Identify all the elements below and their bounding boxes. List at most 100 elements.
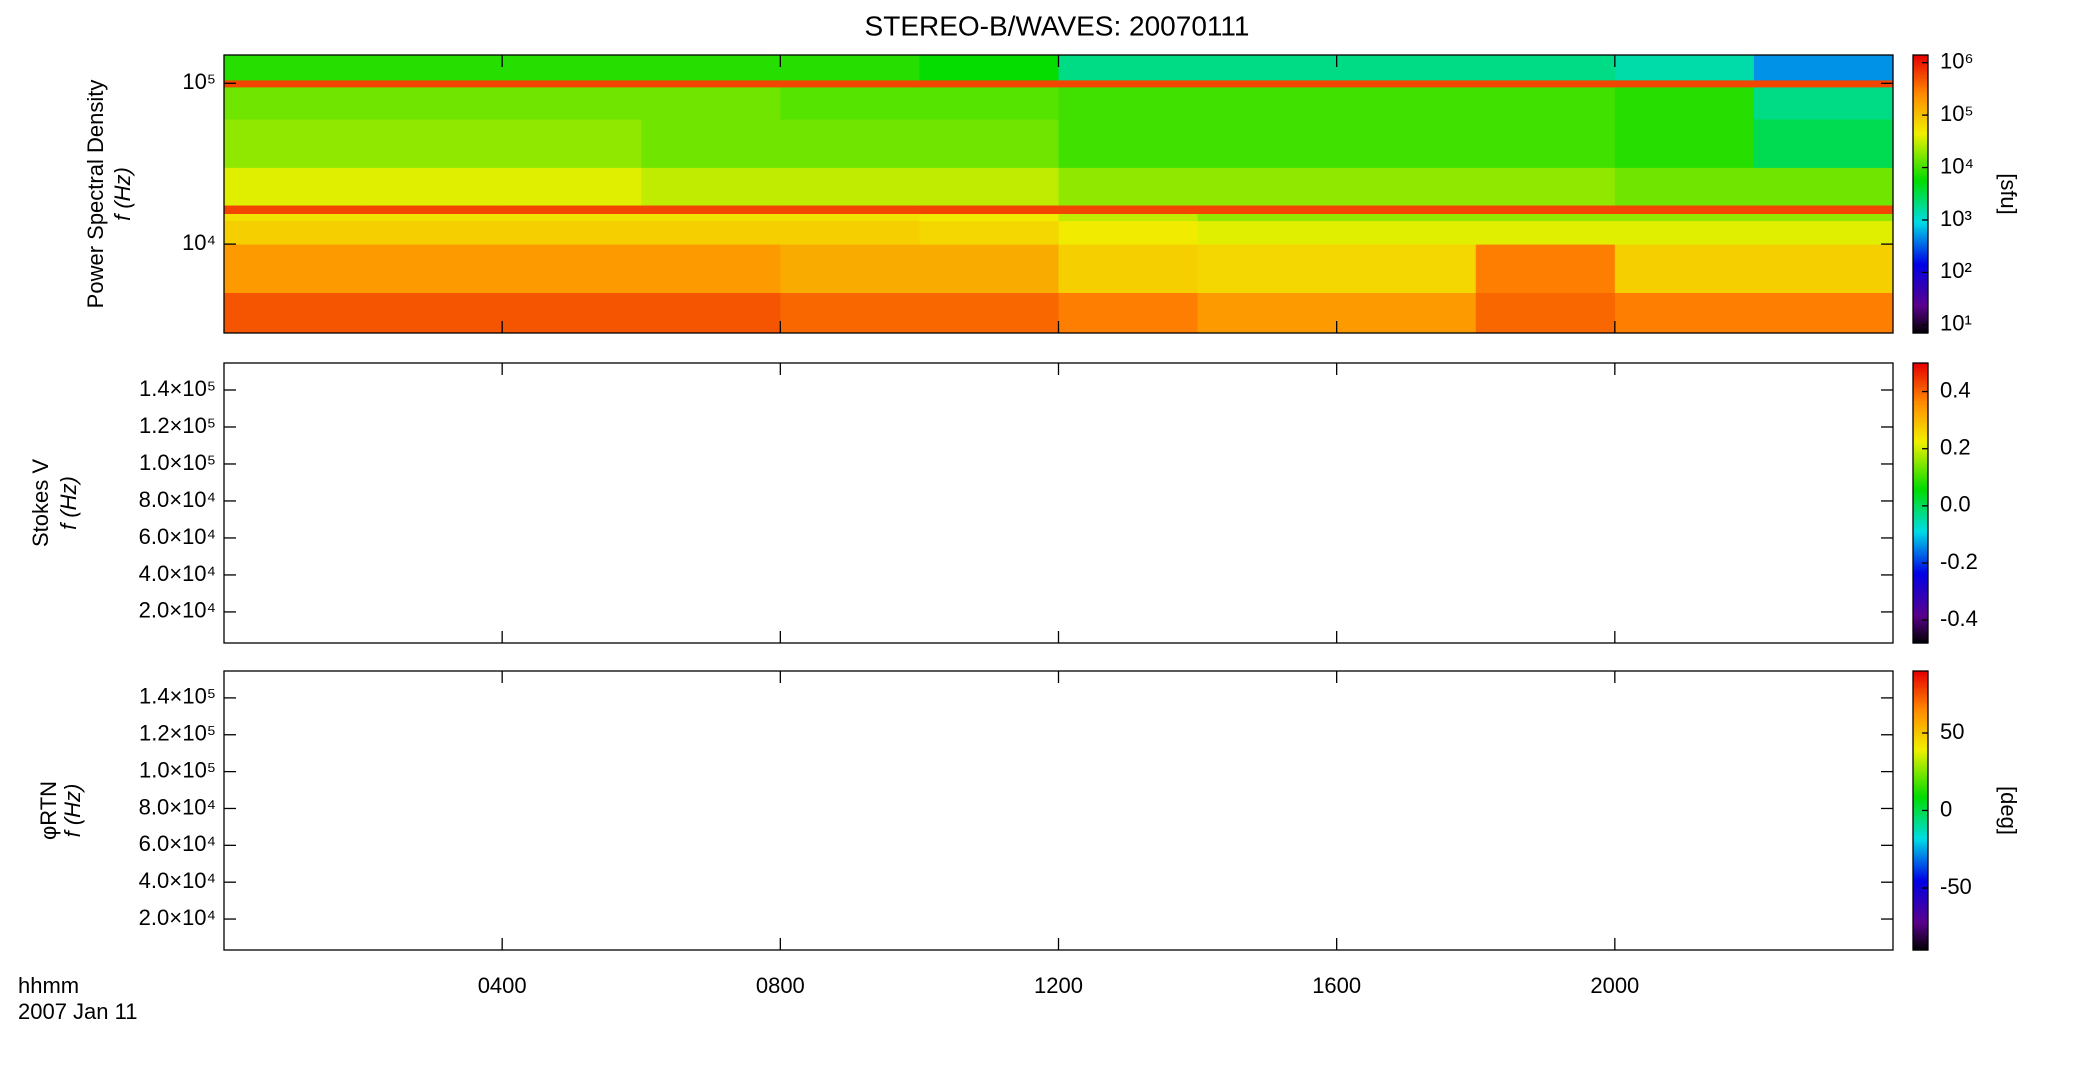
colorbar-segment — [1913, 75, 1928, 79]
colorbar-frame — [1912, 54, 1929, 334]
colorbar-segment — [1913, 943, 1928, 946]
heatmap-cell — [224, 213, 364, 222]
plot-frame — [223, 670, 1894, 951]
y-tick-label: 10⁴ — [182, 230, 216, 255]
colorbar-segment — [1913, 573, 1928, 576]
heatmap-cell — [641, 292, 781, 334]
colorbar-segment — [1913, 724, 1928, 728]
colorbar-segment — [1913, 542, 1928, 546]
colorbar-segment — [1913, 78, 1928, 82]
colorbar-segment — [1913, 498, 1928, 502]
colorbar-segment — [1913, 726, 1928, 730]
colorbar-segment — [1913, 365, 1928, 369]
colorbar-segment — [1913, 540, 1928, 544]
colorbar-segment — [1913, 622, 1928, 625]
colorbar-segment — [1913, 80, 1928, 84]
colorbar-segment — [1913, 402, 1928, 406]
colorbar-segment — [1913, 421, 1928, 425]
heatmap-cell — [780, 118, 920, 168]
colorbar-segment — [1913, 591, 1928, 595]
heatmap-cell — [502, 79, 642, 88]
colorbar-segment — [1913, 687, 1928, 691]
colorbar-segment — [1913, 831, 1928, 835]
heatmap-cell — [780, 167, 920, 206]
colorbar-segment — [1913, 533, 1928, 537]
heatmap-cell — [224, 292, 364, 334]
colorbar-segment — [1913, 372, 1928, 376]
colorbar-segment — [1913, 926, 1928, 930]
colorbar-segment — [1913, 247, 1928, 251]
colorbar-segment — [1913, 873, 1928, 877]
heatmap-cell — [641, 167, 781, 206]
heatmap-cell — [1753, 220, 1894, 245]
colorbar-segment — [1913, 314, 1928, 318]
colorbar-segment — [1913, 66, 1928, 70]
colorbar-segment — [1913, 57, 1928, 61]
colorbar-segment — [1913, 377, 1928, 380]
heatmap-cell — [1336, 79, 1477, 88]
colorbar-segment — [1913, 877, 1928, 881]
colorbar-segment — [1913, 381, 1928, 385]
colorbar-segment — [1913, 708, 1928, 712]
colorbar-segment — [1913, 617, 1928, 621]
y-tick-label: 1.0×10⁵ — [139, 450, 216, 475]
colorbar-segment — [1913, 110, 1928, 114]
heatmap-cell — [919, 167, 1059, 206]
colorbar-segment — [1913, 507, 1928, 511]
colorbar-segment — [1913, 272, 1928, 276]
x-axis-label: hhmm — [18, 973, 79, 998]
colorbar-segment — [1913, 163, 1928, 167]
colorbar-segment — [1913, 367, 1928, 371]
y-tick-label: 1.2×10⁵ — [139, 721, 216, 746]
colorbar-segment — [1913, 288, 1928, 292]
colorbar-segment — [1913, 512, 1928, 516]
heatmap-cell — [1197, 292, 1338, 334]
colorbar-segment — [1913, 798, 1928, 802]
colorbar-segment — [1913, 224, 1928, 228]
colorbar-segment — [1913, 710, 1928, 714]
colorbar-tick-label: 0.2 — [1940, 435, 1971, 460]
heatmap-cell — [1614, 292, 1755, 334]
heatmap-cell — [1336, 205, 1477, 215]
colorbar-segment — [1913, 510, 1928, 513]
colorbar-segment — [1913, 166, 1928, 170]
colorbar-segment — [1913, 861, 1928, 865]
colorbar-segment — [1913, 933, 1928, 937]
colorbar-segment — [1913, 496, 1928, 499]
heatmap-cell — [502, 118, 642, 168]
colorbar-segment — [1913, 414, 1928, 418]
colorbar-segment — [1913, 319, 1928, 323]
heatmap-cell — [1753, 205, 1894, 215]
colorbar-segment — [1913, 805, 1928, 809]
colorbar-segment — [1913, 393, 1928, 397]
colorbar-segment — [1913, 265, 1928, 269]
heatmap-cell — [224, 55, 364, 81]
colorbar-segment — [1913, 291, 1928, 295]
colorbar-tick-label: 50 — [1940, 719, 1964, 744]
colorbar-segment — [1913, 698, 1928, 702]
colorbar-segment — [1913, 854, 1928, 858]
heatmap-cell — [780, 86, 920, 120]
heatmap-cell — [780, 244, 920, 294]
colorbar-segment — [1913, 891, 1928, 895]
colorbar-segment — [1913, 149, 1928, 153]
colorbar-tick-label: 0 — [1940, 796, 1952, 821]
colorbar-segment — [1913, 154, 1928, 158]
colorbar-segment — [1913, 589, 1928, 593]
heatmap-cell — [1753, 167, 1894, 206]
heatmap-cell — [1197, 86, 1338, 120]
heatmap-cell — [224, 205, 364, 215]
heatmap-cell — [641, 118, 781, 168]
colorbar-segment — [1913, 138, 1928, 142]
colorbar-segment — [1913, 833, 1928, 837]
colorbar-segment — [1913, 631, 1928, 635]
colorbar-segment — [1913, 198, 1928, 202]
colorbar-segment — [1913, 196, 1928, 200]
y-tick-label: 2.0×10⁴ — [139, 905, 216, 930]
colorbar-segment — [1913, 168, 1928, 172]
heatmap-cell — [919, 55, 1059, 81]
colorbar-segment — [1913, 566, 1928, 569]
heatmap-cell — [1336, 213, 1477, 222]
colorbar-segment — [1913, 119, 1928, 123]
colorbar-segment — [1913, 624, 1928, 628]
